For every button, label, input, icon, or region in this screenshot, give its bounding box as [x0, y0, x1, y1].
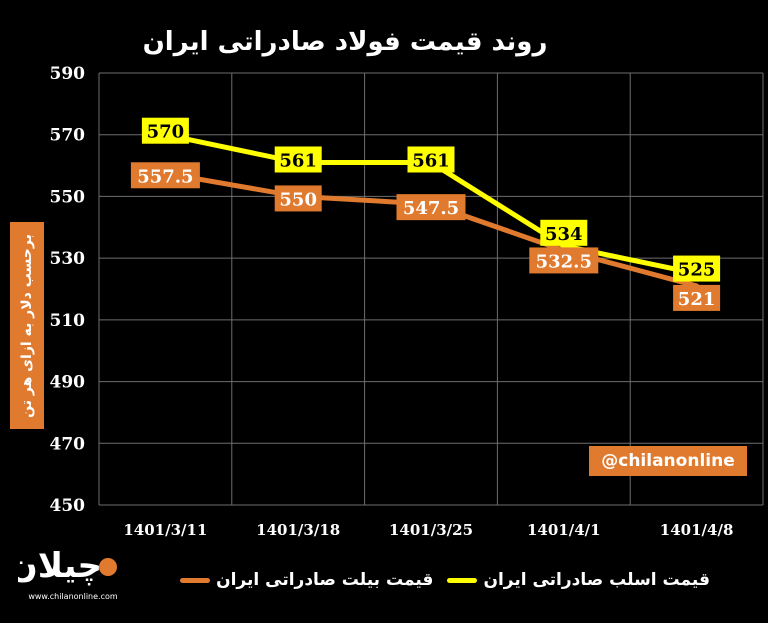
y-tick-label: 470	[50, 434, 86, 454]
data-label: 532.5	[529, 247, 599, 274]
legend-label-slab: قیمت اسلب صادراتی ایران	[483, 570, 710, 590]
data-labels: 570 561 561 534 525 557.5 550 547.5 532.5 521	[130, 117, 721, 311]
data-label-box	[141, 117, 189, 144]
y-tick-label: 530	[50, 249, 86, 269]
data-label-box	[130, 162, 200, 189]
chart-title: روند قیمت فولاد صادراتی ایران	[143, 27, 548, 57]
x-tick-label: 1401/4/1	[527, 521, 601, 539]
legend: قیمت اسلب صادراتی ایران قیمت بیلت صادرات…	[180, 570, 710, 590]
logo-dot-icon	[99, 558, 117, 576]
data-label-box	[274, 146, 322, 173]
data-label: 557.5	[130, 162, 200, 189]
data-label-box	[396, 194, 466, 221]
watermark-handle: @chilanonline	[589, 446, 747, 476]
y-tick-label: 550	[50, 187, 86, 207]
logo-text: چیلان	[18, 546, 102, 586]
data-label-text: 532.5	[536, 251, 592, 272]
data-label: 561	[274, 146, 322, 173]
data-label-text: 561	[279, 150, 317, 171]
x-tick-labels: 1401/3/11 1401/3/18 1401/3/25 1401/4/1 1401/…	[123, 521, 733, 539]
data-label: 561	[407, 146, 455, 173]
data-label-text: 547.5	[403, 198, 459, 219]
data-label-box	[673, 284, 721, 311]
legend-item-slab: قیمت اسلب صادراتی ایران	[447, 570, 710, 590]
y-tick-label: 590	[50, 64, 86, 84]
data-label-text: 561	[412, 150, 450, 171]
data-label: 547.5	[396, 194, 466, 221]
y-axis-label: برحسب دلار به ازای هر تن	[10, 222, 44, 429]
x-tick-label: 1401/3/11	[123, 521, 207, 539]
data-label-box	[407, 146, 455, 173]
y-tick-label: 510	[50, 311, 86, 331]
data-label: 521	[673, 284, 721, 311]
data-label-text: 534	[545, 224, 583, 245]
data-label-text: 525	[678, 260, 716, 281]
y-tick-labels: 450 470 490 510 530 550 570 590	[50, 64, 86, 516]
data-label: 525	[673, 255, 721, 282]
data-label: 550	[274, 185, 322, 212]
x-tick-label: 1401/3/18	[256, 521, 340, 539]
data-label-box	[673, 255, 721, 282]
chilan-logo: چیلان www.chilanonline.com	[18, 546, 118, 601]
data-label: 534	[540, 219, 588, 246]
data-label: 570	[141, 117, 189, 144]
data-label-text: 557.5	[137, 166, 193, 187]
y-tick-label: 490	[50, 373, 86, 393]
legend-item-billet: قیمت بیلت صادراتی ایران	[180, 570, 433, 590]
y-tick-label: 570	[50, 126, 86, 146]
y-tick-label: 450	[50, 496, 86, 516]
data-label-box	[540, 219, 588, 246]
grid	[98, 72, 764, 506]
x-tick-label: 1401/3/25	[389, 521, 473, 539]
x-tick-label: 1401/4/8	[660, 521, 734, 539]
legend-swatch-slab	[447, 577, 478, 583]
data-label-text: 570	[147, 122, 185, 143]
data-label-text: 521	[678, 289, 716, 310]
data-label-text: 550	[279, 189, 317, 210]
legend-swatch-billet	[180, 577, 211, 583]
data-label-box	[529, 247, 599, 274]
series-line-1	[162, 170, 700, 289]
legend-label-billet: قیمت بیلت صادراتی ایران	[216, 570, 434, 590]
logo-url: www.chilanonline.com	[28, 592, 118, 601]
data-label-box	[274, 185, 322, 212]
